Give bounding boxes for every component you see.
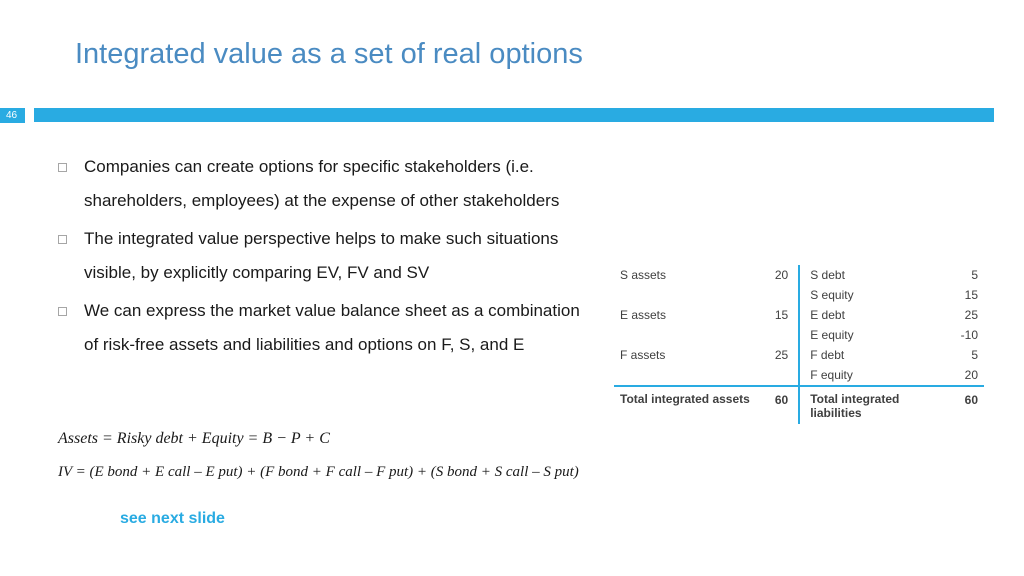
liab-label: E equity [799, 325, 947, 345]
asset-label: S assets [614, 265, 762, 285]
see-next-slide: see next slide [120, 510, 225, 528]
total-asset-value: 60 [762, 386, 799, 424]
asset-label: E assets [614, 305, 762, 325]
table-total-row: Total integrated assets 60 Total integra… [614, 386, 984, 424]
table-row: S equity 15 [614, 285, 984, 305]
asset-value [762, 285, 799, 305]
asset-value [762, 365, 799, 386]
table-row: F assets 25 F debt 5 [614, 345, 984, 365]
liab-label: S equity [799, 285, 947, 305]
table-row: E assets 15 E debt 25 [614, 305, 984, 325]
page-number-badge: 46 [0, 108, 25, 123]
asset-value [762, 325, 799, 345]
separator-bar [34, 108, 994, 122]
equations-block: Assets = Risky debt + Equity = B − P + C… [58, 430, 579, 481]
liab-label: F debt [799, 345, 947, 365]
asset-label: F assets [614, 345, 762, 365]
liab-value: 25 [947, 305, 984, 325]
total-liab-value: 60 [947, 386, 984, 424]
bullet-list: Companies can create options for specifi… [58, 150, 588, 366]
asset-label [614, 325, 762, 345]
liab-value: 15 [947, 285, 984, 305]
liab-value: -10 [947, 325, 984, 345]
balance-sheet-table: S assets 20 S debt 5 S equity 15 E asset… [614, 265, 984, 424]
asset-value: 15 [762, 305, 799, 325]
liab-value: 5 [947, 345, 984, 365]
total-liab-label: Total integrated liabilities [799, 386, 947, 424]
table-row: S assets 20 S debt 5 [614, 265, 984, 285]
liab-label: F equity [799, 365, 947, 386]
asset-label [614, 365, 762, 386]
liab-value: 5 [947, 265, 984, 285]
asset-value: 25 [762, 345, 799, 365]
liab-value: 20 [947, 365, 984, 386]
equation-iv: IV = (E bond + E call – E put) + (F bond… [58, 464, 579, 481]
asset-value: 20 [762, 265, 799, 285]
liab-label: S debt [799, 265, 947, 285]
table-row: F equity 20 [614, 365, 984, 386]
table-row: E equity -10 [614, 325, 984, 345]
bullet-item: The integrated value perspective helps t… [58, 222, 588, 290]
asset-label [614, 285, 762, 305]
bullet-item: Companies can create options for specifi… [58, 150, 588, 218]
liab-label: E debt [799, 305, 947, 325]
equation-assets: Assets = Risky debt + Equity = B − P + C [58, 430, 579, 448]
bullet-item: We can express the market value balance … [58, 294, 588, 362]
total-asset-label: Total integrated assets [614, 386, 762, 424]
slide-title: Integrated value as a set of real option… [75, 38, 583, 71]
